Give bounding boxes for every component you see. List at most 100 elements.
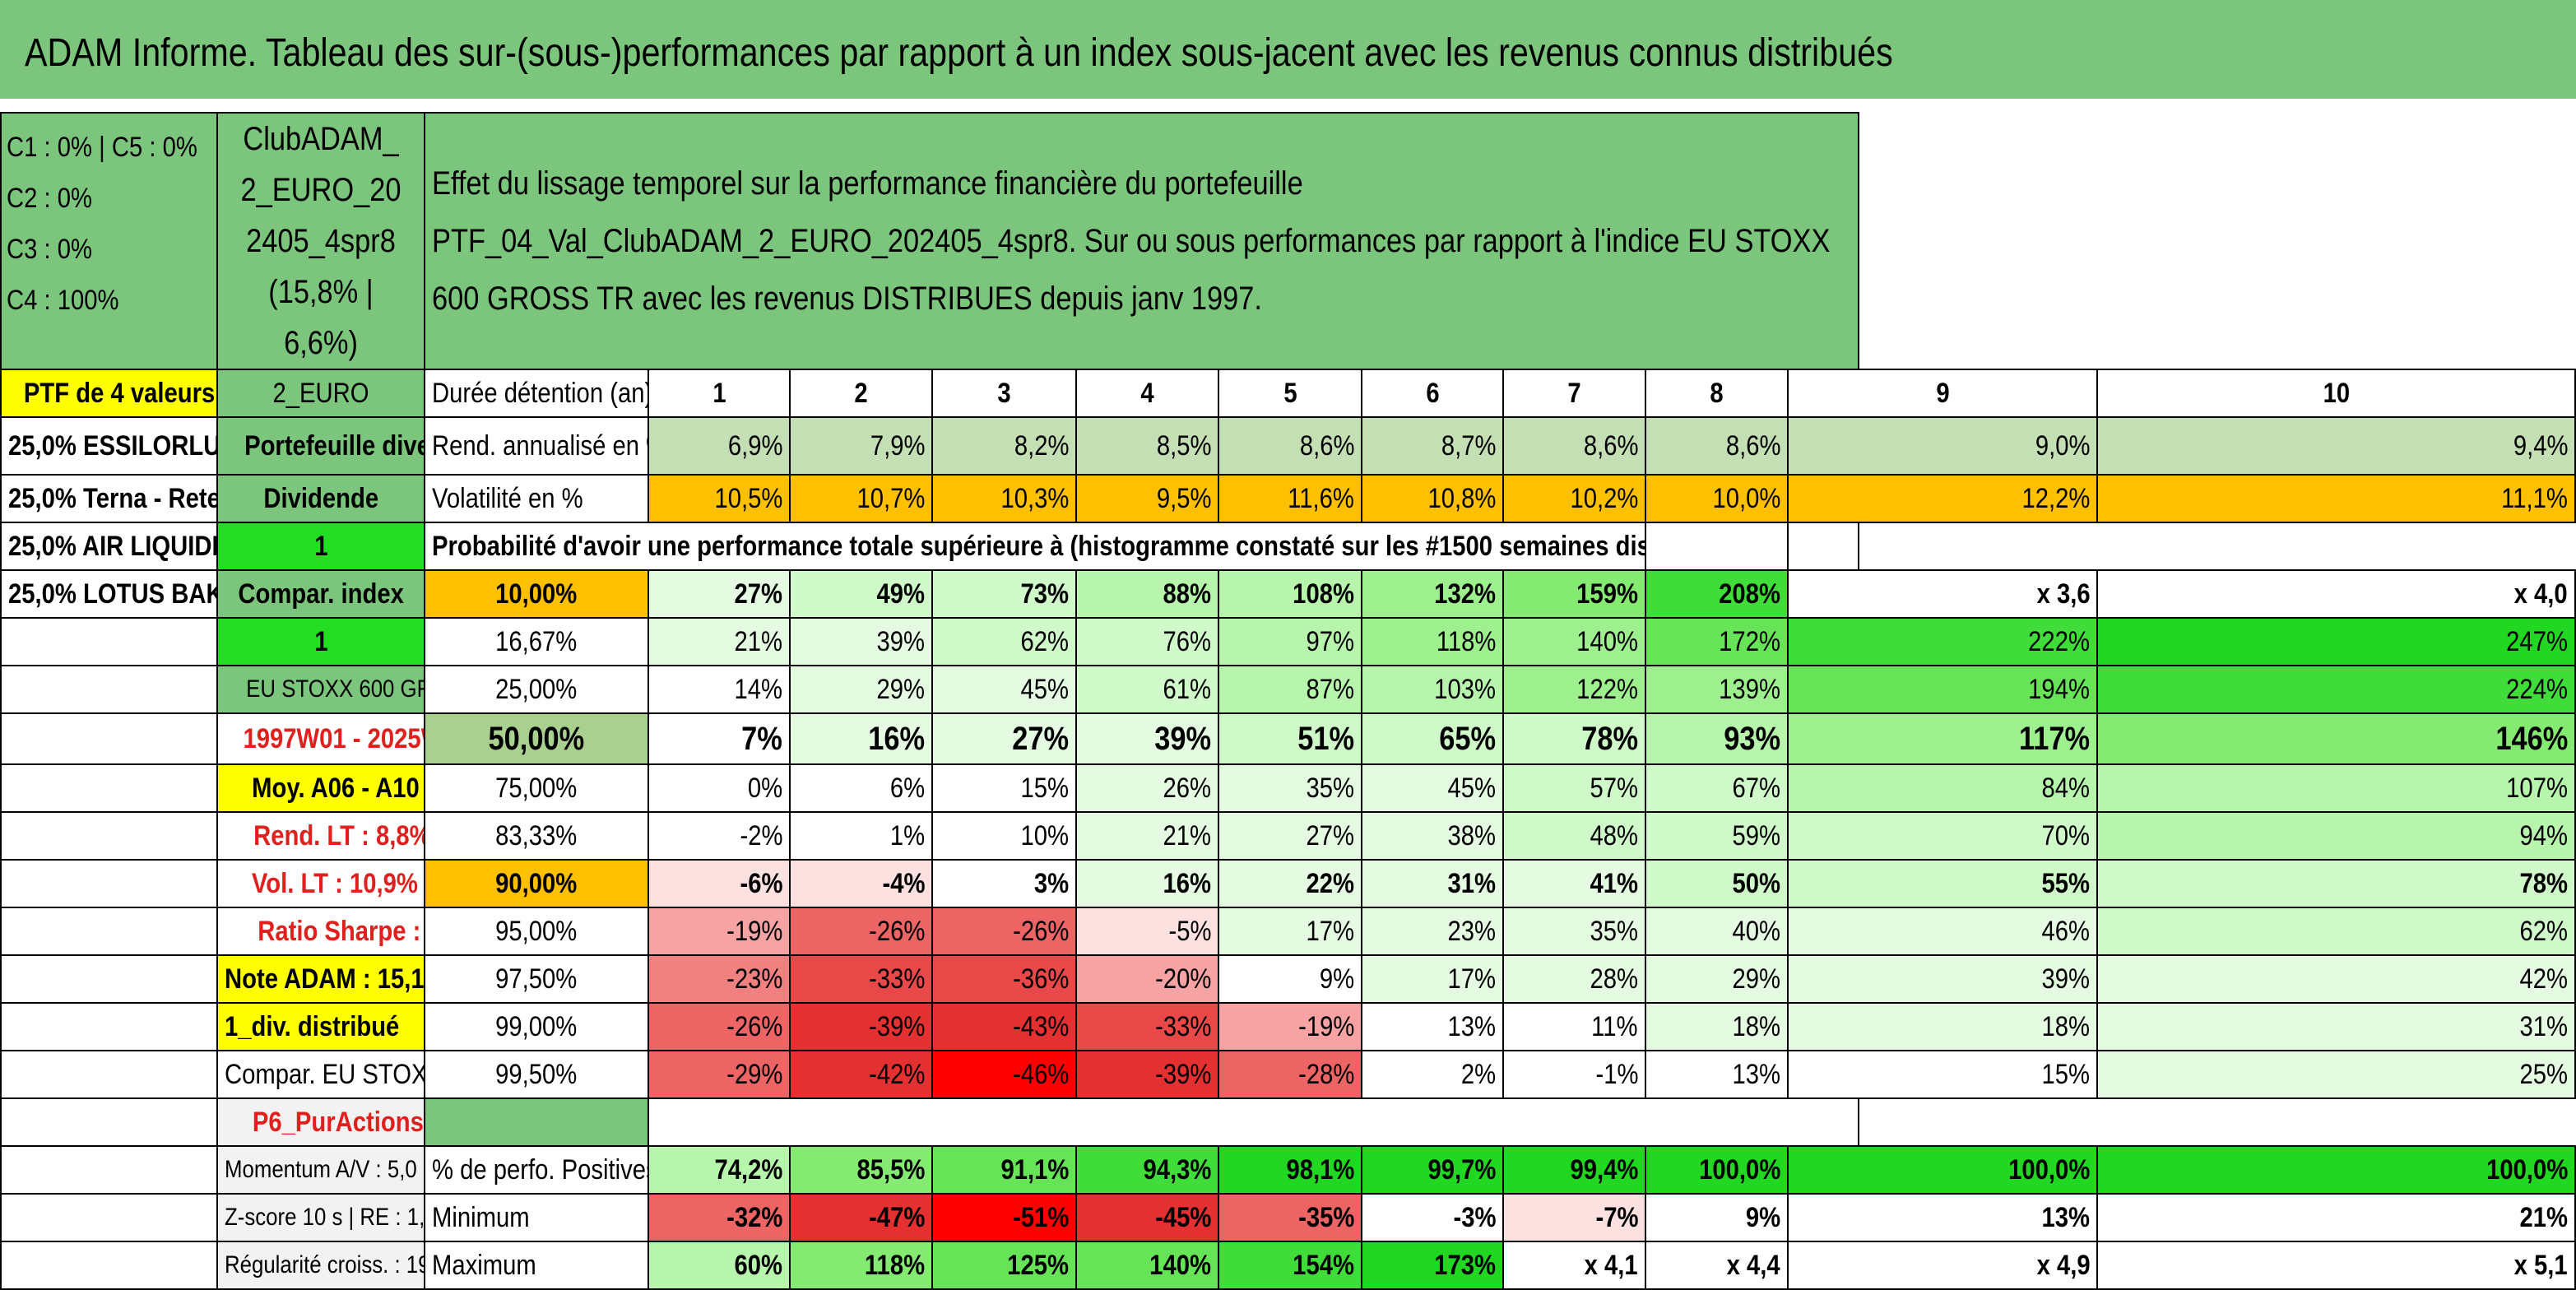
label-maximum-text: Maximum (432, 1249, 536, 1281)
quantile-value-text: -5% (1167, 915, 1211, 947)
quantile-value: 13% (1361, 1002, 1504, 1051)
quantile-value-text: 17% (1306, 915, 1354, 947)
quantile-label: 83,33% (424, 811, 649, 861)
report-title: ADAM Informe. Tableau des sur-(sous-)per… (25, 31, 1893, 75)
positives-value-text: 100,0% (1698, 1153, 1780, 1186)
rendement-value: 8,7% (1361, 416, 1504, 476)
maximum-value-text: x 4,1 (1584, 1249, 1638, 1281)
rendement-value: 8,6% (1502, 416, 1646, 476)
holding-item-text: 25,0% Terna - Rete Elettri (8, 482, 217, 514)
quantile-value: 57% (1502, 763, 1646, 813)
side-info: EU STOXX 600 GROSS TR (216, 665, 425, 714)
rendement-value-text: 8,7% (1441, 429, 1496, 462)
holding-item: 25,0% AIR LIQUIDE (0, 522, 218, 571)
year-header-text: 1 (712, 377, 726, 409)
quantile-value-text: 27% (734, 578, 782, 610)
empty-green-cell (424, 1097, 649, 1147)
quantile-value: 21% (647, 617, 791, 666)
maximum-value-text: 60% (734, 1249, 782, 1281)
side-info: Compar. EU STOXX 600 GROSS TR (216, 1050, 425, 1099)
quantile-value: 55% (1786, 859, 2099, 908)
quantile-value: 93% (1645, 712, 1789, 765)
empty-cell (1645, 522, 1789, 571)
quantile-value-text: 38% (1447, 819, 1496, 851)
quantile-value: -39% (1075, 1050, 1219, 1099)
rendement-value: 8,6% (1218, 416, 1362, 476)
quantile-value-text: 78% (2519, 867, 2568, 899)
table-row: 1_div. distribué 99,00% -26% -39% -43% -33% -1… (0, 1002, 2576, 1051)
empty-cell (0, 763, 218, 813)
quantile-value: 14% (647, 665, 791, 714)
portfolio-code: 2_EURO (216, 369, 425, 418)
quantile-value: 108% (1218, 569, 1362, 619)
maximum-value: x 4,9 (1786, 1241, 2099, 1290)
quantile-value: -1% (1502, 1050, 1646, 1099)
label-duree-text: Durée détention (an) (432, 377, 648, 409)
table-row: Note ADAM : 15,1 97,50% -23% -33% -36% -20% 9%… (0, 954, 2576, 1004)
side-info-text: Vol. LT : 10,9% (251, 867, 418, 899)
table-row: PTF de 4 valeurs 2_EURO Durée détention (a… (0, 369, 2576, 418)
quantile-value-text: 122% (1576, 673, 1638, 705)
table-row: Momentum A/V : 5,0 (10=neutre) % de perfo… (0, 1145, 2576, 1195)
holding-item: 25,0% Terna - Rete Elettri (0, 474, 218, 523)
quantile-value: 62% (2096, 907, 2576, 956)
quantile-value-text: -1% (1594, 1058, 1638, 1090)
rendement-value-text: 8,2% (1014, 429, 1069, 462)
quantile-value: 78% (2096, 859, 2576, 908)
quantile-value-text: 194% (2028, 673, 2091, 705)
quantile-label: 99,00% (424, 1002, 649, 1051)
year-header: 4 (1075, 369, 1219, 418)
quantile-value: 13% (1645, 1050, 1789, 1099)
quantile-value-text: 48% (1590, 819, 1638, 851)
minimum-value-text: -7% (1594, 1201, 1638, 1233)
quantile-value-text: -26% (726, 1010, 782, 1042)
quantile-label-text: 25,00% (495, 673, 578, 705)
rendement-value: 9,0% (1786, 416, 2099, 476)
empty-cell (0, 1097, 218, 1147)
minimum-value: -35% (1218, 1193, 1362, 1242)
quantile-value-text: 139% (1719, 673, 1780, 705)
volatilite-value: 9,5% (1075, 474, 1219, 523)
quantile-value: 25% (2096, 1050, 2576, 1099)
regularite-text: Régularité croiss. : 19,0 / 20 (225, 1251, 423, 1278)
empty-cell (0, 1241, 218, 1290)
quantile-label-text: 90,00% (495, 867, 578, 899)
quantile-value: 39% (1786, 954, 2099, 1004)
label-probabilite-text: Probabilité d'avoir une performance tota… (432, 530, 1645, 562)
quantile-value: 31% (1361, 859, 1504, 908)
quantile-value-text: 84% (2041, 772, 2091, 804)
quantile-value: x 4,0 (2096, 569, 2576, 619)
portfolio-stats: (15,8% | 6,6%) (268, 274, 374, 361)
quantile-value-text: 21% (1163, 819, 1211, 851)
quantile-value-text: x 4,0 (2513, 578, 2568, 610)
quantile-value-text: 50% (1732, 867, 1780, 899)
quantile-value: 76% (1075, 617, 1219, 666)
holding-item-text: 25,0% ESSILORLUXOTTICA (8, 429, 216, 462)
quantile-value: -4% (789, 859, 933, 908)
quantile-value: 50% (1645, 859, 1789, 908)
positives-value-text: 98,1% (1286, 1153, 1354, 1186)
quantile-value-text: -2% (739, 819, 782, 851)
maximum-value-text: 125% (1007, 1249, 1069, 1281)
side-info-text: Rend. LT : 8,8% (253, 819, 425, 851)
quantile-value: -46% (931, 1050, 1077, 1099)
quantile-value: x 3,6 (1786, 569, 2099, 619)
quantile-value: 27% (931, 712, 1077, 765)
year-header: 8 (1645, 369, 1789, 418)
quantile-value: 26% (1075, 763, 1219, 813)
positives-value: 100,0% (1786, 1145, 2099, 1195)
maximum-value-text: 173% (1434, 1249, 1496, 1281)
quantile-label-text: 99,00% (495, 1010, 578, 1042)
quantile-value-text: 2% (1460, 1058, 1496, 1090)
year-header-text: 8 (1710, 377, 1724, 409)
quantile-value: 208% (1645, 569, 1789, 619)
quantile-value: 140% (1502, 617, 1646, 666)
quantile-value: 117% (1786, 712, 2099, 765)
quantile-value-text: -29% (726, 1058, 782, 1090)
quantile-value-text: 159% (1576, 578, 1638, 610)
quantile-value-text: 18% (1732, 1010, 1780, 1042)
volatilite-value-text: 11,6% (1288, 482, 1354, 514)
quantile-value-text: 108% (1293, 578, 1354, 610)
rendement-value-text: 9,0% (2035, 429, 2091, 462)
quantile-value: -2% (647, 811, 791, 861)
